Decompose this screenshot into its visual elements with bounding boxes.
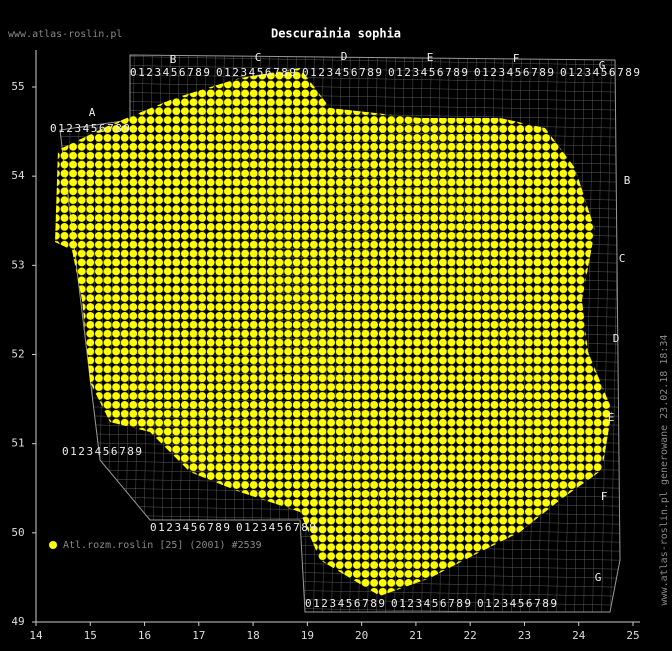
y-tick-label: 52 (11, 348, 24, 361)
grid-digits: 0123456789 (474, 66, 554, 79)
y-tick-label: 49 (11, 615, 24, 628)
site-watermark: www.atlas-roslin.pl (8, 29, 122, 40)
grid-row-letter: F (601, 490, 608, 503)
x-tick-label: 16 (138, 629, 151, 642)
grid-row-letter: E (608, 411, 615, 424)
grid-column-letter: F (513, 52, 520, 65)
y-tick-label: 54 (11, 169, 25, 182)
grid-digits: 0123456789 (391, 597, 471, 610)
grid-digits: 0123456789 (560, 66, 640, 79)
generated-note: www.atlas-roslin.pl generowane 23.02.18 … (659, 335, 670, 606)
x-tick-label: 24 (572, 629, 586, 642)
legend-label: Atl.rozm.roslin [25] (2001) #2539 (63, 540, 262, 551)
grid-column-letter: G (599, 59, 606, 72)
grid-row-letter: C (619, 252, 626, 265)
grid-column-letter: C (255, 51, 262, 64)
x-tick-label: 22 (464, 629, 477, 642)
title: Descurainia sophia (271, 27, 401, 41)
grid-digits: 0123456789 (236, 521, 316, 534)
grid-column-letter: B (170, 53, 177, 66)
grid-digits: 0123456789 (50, 122, 130, 135)
x-tick-label: 18 (246, 629, 259, 642)
y-tick-label: 50 (11, 526, 24, 539)
grid-digits: 0123456789 (388, 66, 468, 79)
occurrence-area (55, 68, 612, 596)
x-tick-label: 15 (84, 629, 97, 642)
grid-digits: 0123456789 (477, 597, 557, 610)
y-tick-label: 51 (11, 437, 24, 450)
grid-column-letter: A (89, 106, 96, 119)
y-tick-label: 53 (11, 258, 24, 271)
x-tick-label: 23 (518, 629, 531, 642)
grid-row-letter: G (595, 571, 602, 584)
grid-digits: 0123456789 (305, 597, 385, 610)
x-tick-label: 17 (192, 629, 205, 642)
legend-marker (49, 541, 57, 549)
y-tick-label: 55 (11, 80, 24, 93)
grid-column-letter: E (427, 51, 434, 64)
grid-digits: 0123456789 (62, 445, 142, 458)
x-tick-label: 19 (301, 629, 314, 642)
x-tick-label: 20 (355, 629, 368, 642)
x-tick-label: 14 (29, 629, 43, 642)
grid-digits: 0123456789 (302, 66, 382, 79)
grid-row-letter: D (613, 332, 620, 345)
grid-digits: 0123456789 (150, 521, 230, 534)
grid-digits: 0123456789 (216, 66, 296, 79)
grid-row-letter: B (624, 174, 631, 187)
grid-digits: 0123456789 (130, 66, 210, 79)
x-tick-label: 21 (409, 629, 422, 642)
grid-column-letter: D (341, 50, 348, 63)
x-tick-label: 25 (626, 629, 639, 642)
